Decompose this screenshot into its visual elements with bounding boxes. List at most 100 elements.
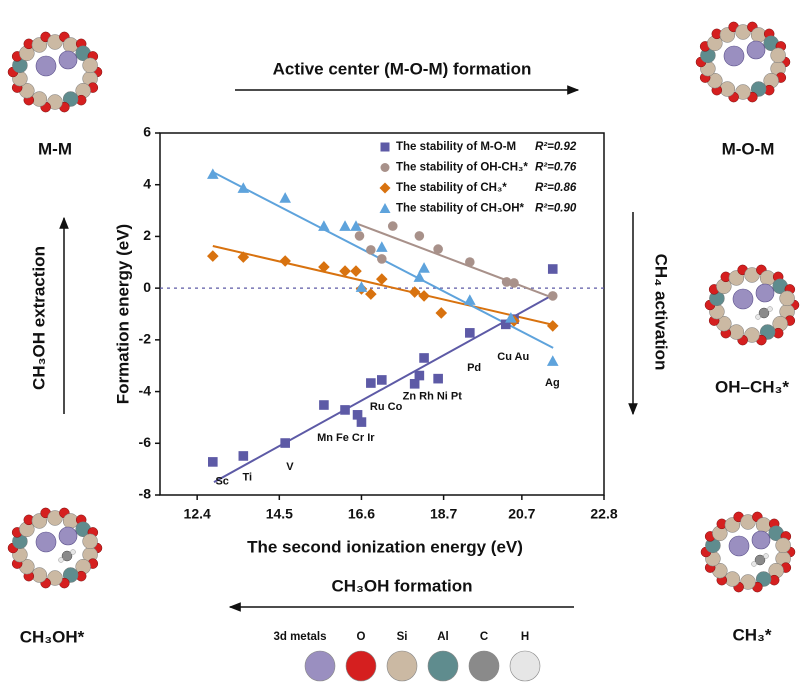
step-label: CH₄ activation (652, 254, 671, 371)
y-tick-label: 4 (143, 175, 151, 191)
cluster (7, 507, 103, 589)
point (547, 264, 558, 274)
legend-label: The stability of CH₃* (396, 182, 507, 194)
point (208, 457, 218, 467)
atom (735, 24, 751, 40)
atom (62, 513, 79, 529)
point (340, 405, 350, 415)
point (237, 182, 250, 193)
point (350, 265, 362, 277)
atom-swatch (386, 650, 418, 682)
atom-label: C (480, 631, 488, 643)
point (318, 220, 330, 231)
atom (740, 574, 756, 590)
plot-frame (159, 132, 605, 496)
point (354, 231, 365, 241)
step-label: CH₃OH formation (331, 576, 472, 595)
x-tick-label: 18.7 (430, 506, 457, 522)
atom (35, 55, 57, 77)
atom (735, 84, 751, 100)
point (464, 294, 476, 305)
point (465, 257, 475, 267)
point (355, 281, 368, 292)
atom (728, 324, 745, 340)
point (501, 277, 512, 287)
atom-label: O (357, 631, 366, 643)
atom-swatch (427, 650, 459, 682)
state-label: M-M (38, 139, 72, 158)
point (319, 400, 329, 410)
atom (775, 537, 791, 554)
atom (758, 307, 770, 319)
point (505, 312, 517, 323)
state-label: CH₃OH* (20, 627, 85, 646)
legend-r2: R²=0.76 (535, 162, 577, 174)
atom (58, 526, 78, 546)
point (546, 320, 559, 332)
point (433, 244, 443, 254)
x-tick-label: 20.7 (508, 506, 535, 522)
atom (47, 94, 63, 110)
atom (47, 510, 63, 526)
annotation: Sc (215, 476, 228, 488)
point (279, 255, 291, 267)
fit-line (357, 223, 554, 299)
annotation: Ag (545, 377, 560, 389)
point (318, 261, 330, 273)
atom (58, 50, 78, 70)
point (547, 291, 558, 301)
point (435, 307, 448, 319)
x-axis-label: The second ionization energy (eV) (247, 537, 523, 556)
y-tick-label: -6 (139, 434, 152, 450)
cluster (7, 31, 103, 113)
point (418, 262, 430, 273)
point (509, 278, 519, 288)
atom (755, 517, 772, 533)
annotation: Ru Co (370, 401, 403, 413)
atom (47, 570, 63, 586)
point (356, 417, 367, 427)
y-tick-label: 0 (143, 279, 151, 295)
step-label: CH₃OH extraction (29, 246, 48, 390)
legend-label: The stability of OH-CH₃* (396, 162, 528, 174)
point (433, 373, 443, 384)
atom (754, 554, 766, 566)
state-label: OH–CH₃* (715, 377, 789, 396)
point (377, 254, 387, 264)
point (419, 353, 429, 363)
fit-line (213, 296, 550, 483)
atom (719, 81, 736, 97)
legend-r2: R²=0.92 (535, 141, 577, 153)
point (352, 410, 363, 420)
point (414, 231, 425, 241)
y-tick-label: -2 (139, 331, 152, 347)
atom-swatch (468, 650, 500, 682)
atom (740, 514, 756, 530)
atom (728, 535, 750, 557)
point (365, 288, 377, 300)
point (418, 290, 430, 302)
legend-marker (379, 203, 391, 213)
atom-swatch (304, 650, 336, 682)
y-tick-label: -8 (139, 486, 152, 502)
atom-label: Si (397, 631, 408, 643)
atom (35, 531, 57, 553)
atom (751, 530, 771, 550)
annotation: Mn Fe Cr Ir (317, 432, 375, 444)
point (207, 250, 219, 262)
atom-swatch (345, 650, 377, 682)
point (377, 375, 387, 385)
atom (750, 27, 767, 43)
point (376, 241, 388, 252)
legend-r2: R²=0.90 (535, 203, 577, 215)
atom (62, 37, 79, 53)
annotation: Zn Rh Ni Pt (403, 391, 463, 403)
cluster (704, 264, 800, 346)
atom (751, 561, 757, 567)
point (376, 273, 388, 285)
atom (732, 288, 754, 310)
y-tick-label: 6 (143, 124, 151, 140)
legend-label: The stability of CH₃OH* (396, 203, 525, 215)
annotation: V (286, 461, 294, 473)
